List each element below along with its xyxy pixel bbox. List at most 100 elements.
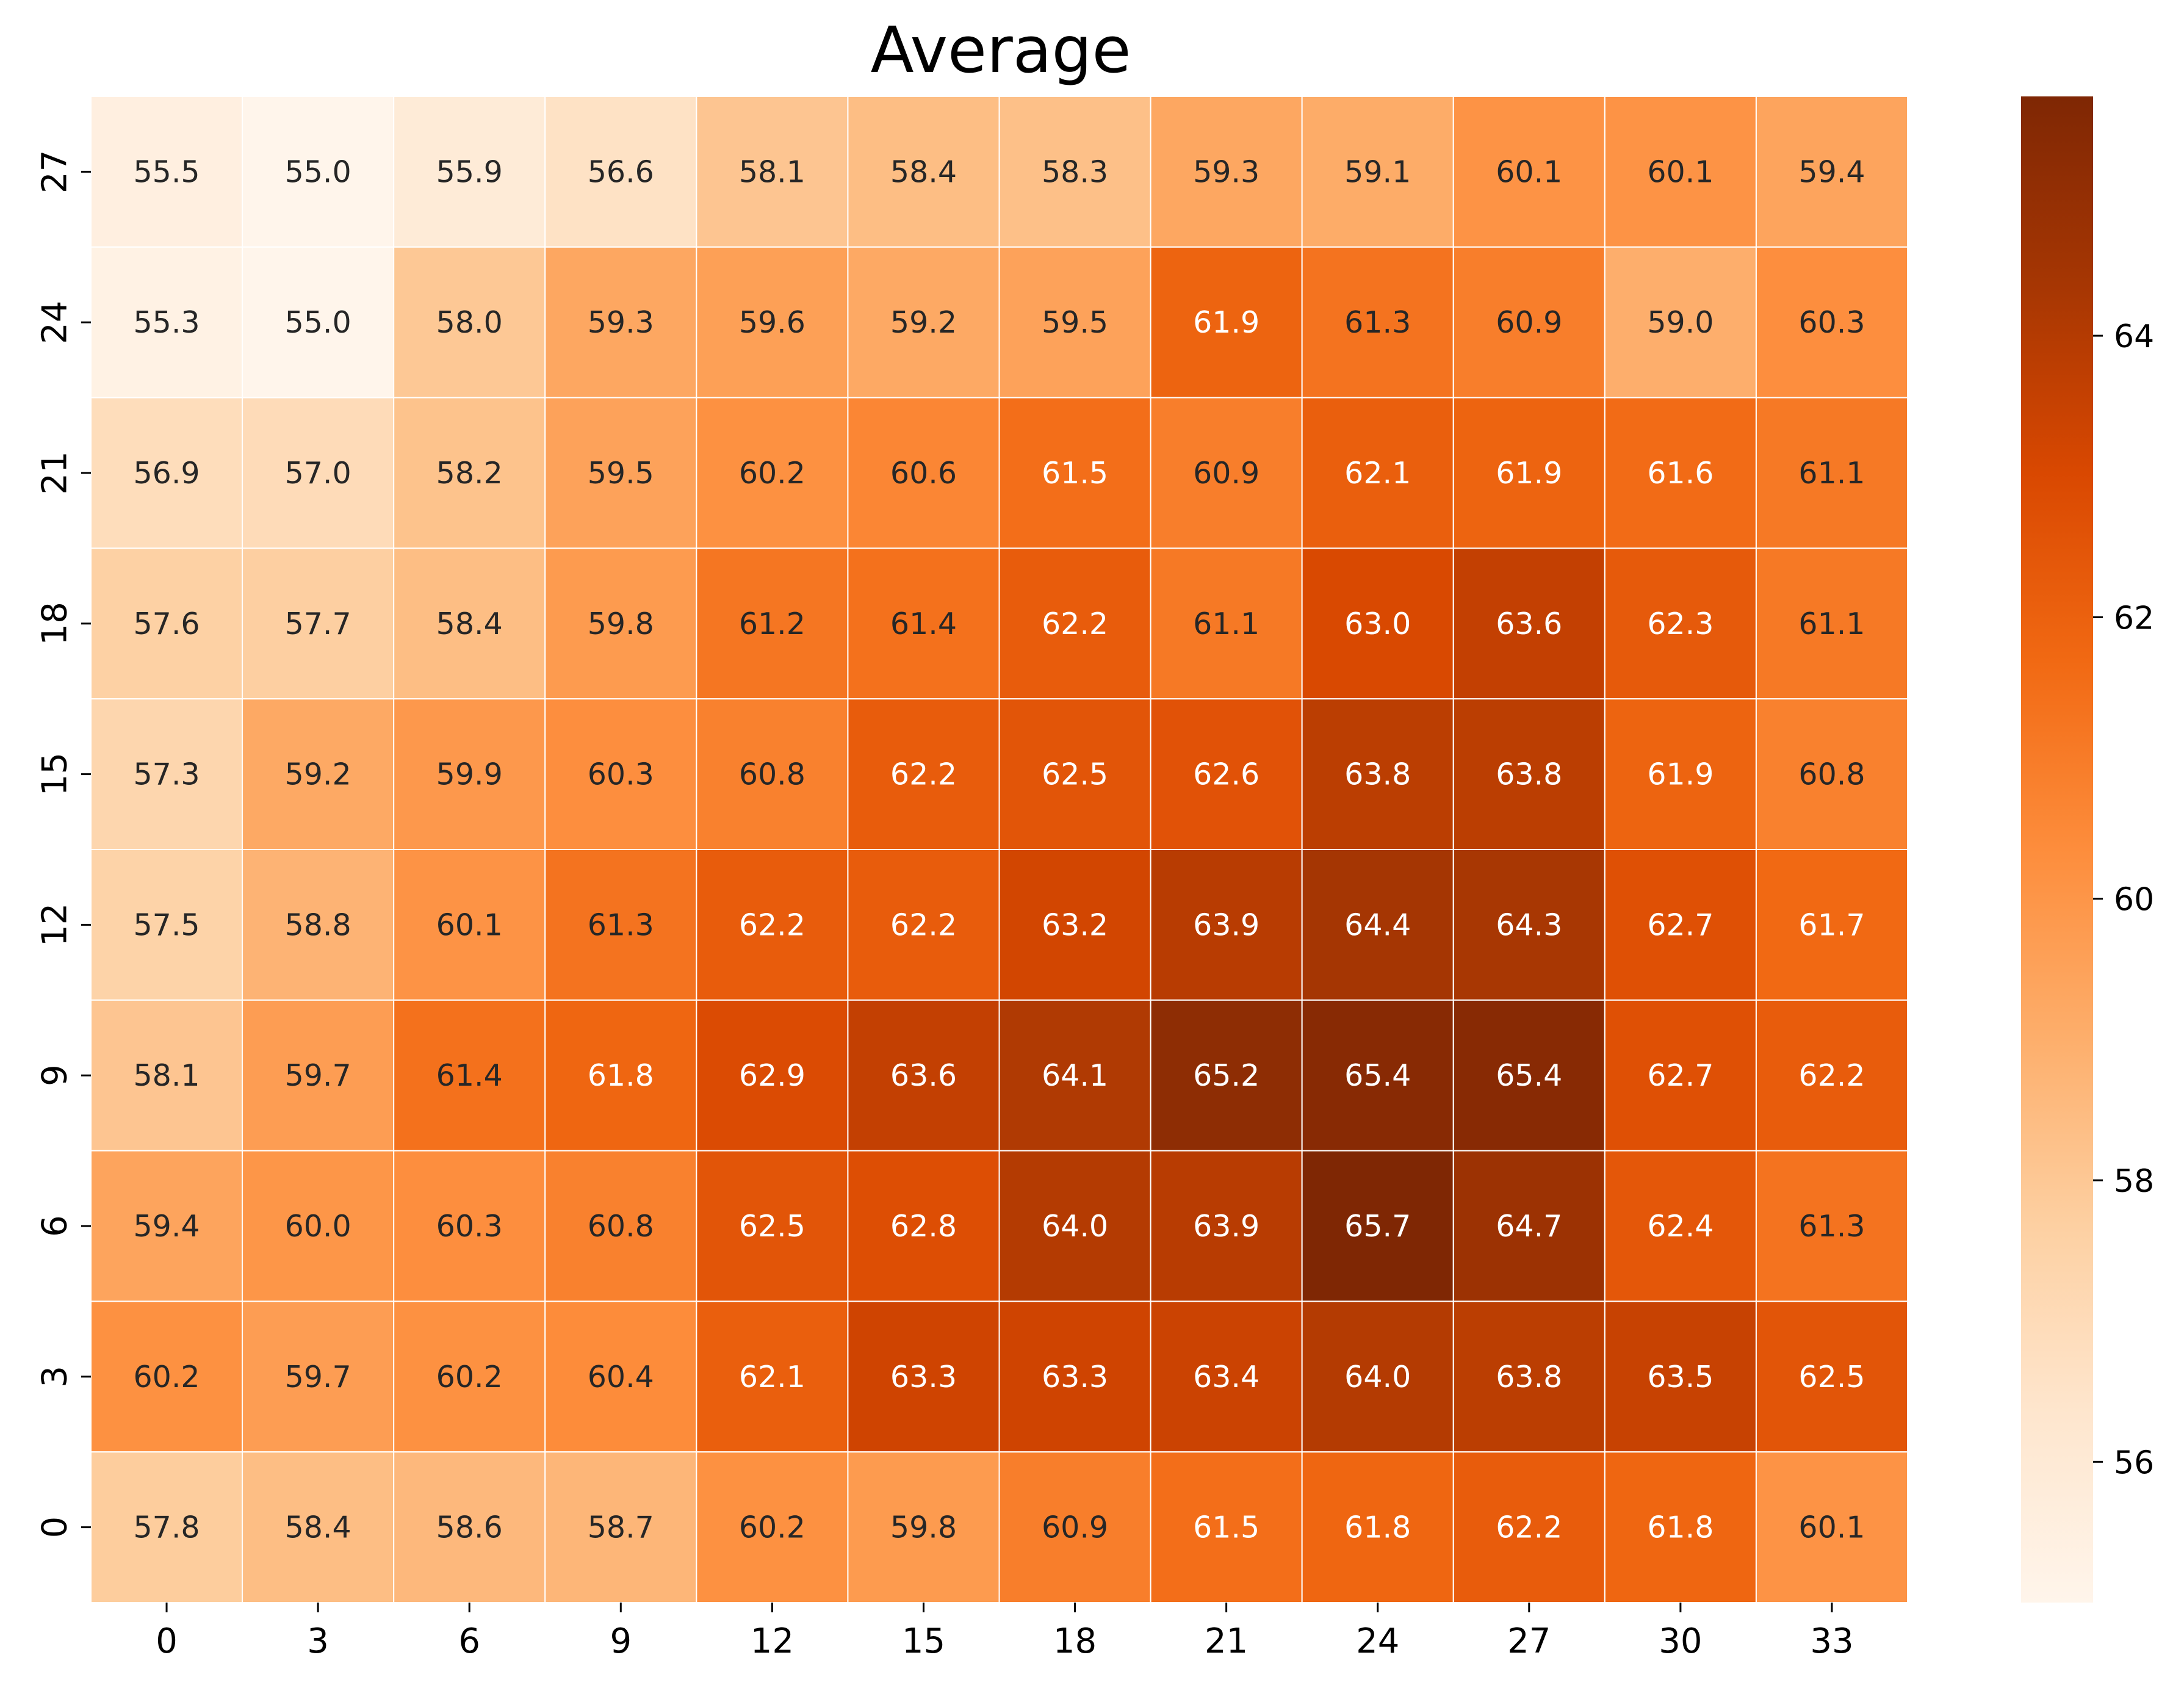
cell-value-label: 62.4 — [1647, 1209, 1714, 1244]
heatmap-cell — [242, 999, 395, 1152]
cell-value-label: 59.5 — [588, 456, 654, 491]
colorbar-tick-label: 56 — [2114, 1445, 2154, 1481]
cell-value-label: 63.9 — [1193, 907, 1260, 942]
cell-value-label: 60.2 — [739, 1510, 805, 1545]
heatmap-cell — [1150, 849, 1303, 1001]
cell-value-label: 60.9 — [1193, 456, 1260, 491]
heatmap-cell — [242, 246, 395, 399]
heatmap-cell — [544, 246, 697, 399]
heatmap-cell — [1452, 1150, 1606, 1302]
cell-value-label: 58.4 — [285, 1510, 351, 1545]
cell-value-label: 62.6 — [1193, 757, 1260, 792]
heatmap-cell — [393, 96, 546, 248]
cell-value-label: 61.3 — [588, 907, 654, 942]
cell-value-label: 59.7 — [285, 1058, 351, 1093]
x-tick-label: 0 — [156, 1621, 178, 1661]
cell-value-label: 59.8 — [890, 1510, 957, 1545]
heatmap-cell — [90, 547, 243, 700]
heatmap-cell — [847, 1300, 1000, 1453]
cell-value-label: 61.7 — [1798, 907, 1865, 942]
cell-value-label: 62.5 — [1042, 757, 1108, 792]
cell-value-label: 58.1 — [133, 1058, 200, 1093]
cell-value-label: 62.1 — [1344, 456, 1411, 491]
cell-value-label: 60.9 — [1496, 305, 1562, 340]
x-tick-label: 9 — [610, 1621, 632, 1661]
heatmap-cell — [1604, 397, 1757, 549]
y-tick-label: 21 — [35, 451, 75, 494]
heatmap-cell — [1150, 246, 1303, 399]
heatmap-cell — [1150, 1451, 1303, 1603]
cell-value-label: 55.5 — [133, 154, 200, 189]
y-tick-label: 18 — [35, 602, 75, 645]
heatmap-cell — [847, 1451, 1000, 1603]
cell-value-label: 62.5 — [739, 1209, 805, 1244]
cell-value-label: 58.7 — [588, 1510, 654, 1545]
cell-value-label: 60.3 — [436, 1209, 503, 1244]
heatmap-cell — [393, 1150, 546, 1302]
heatmap-cell — [242, 547, 395, 700]
y-axis: 27 24 21 18 15 12 9 6 3 0 — [35, 150, 91, 1538]
cell-value-label: 61.3 — [1798, 1209, 1865, 1244]
heatmap-cell — [1452, 96, 1606, 248]
heatmap-cell — [1301, 547, 1454, 700]
cell-value-label: 62.9 — [739, 1058, 805, 1093]
cell-value-label: 55.9 — [436, 154, 503, 189]
heatmap-cell — [1755, 547, 1909, 700]
cell-value-label: 63.3 — [1042, 1360, 1108, 1394]
cell-value-label: 60.8 — [739, 757, 805, 792]
heatmap-cell — [1301, 849, 1454, 1001]
heatmap-cell — [393, 397, 546, 549]
heatmap-cell — [1755, 1300, 1909, 1453]
x-tick-label: 27 — [1507, 1621, 1551, 1661]
heatmap-cell — [1452, 1451, 1606, 1603]
heatmap-cell — [1755, 999, 1909, 1152]
heatmap-cell — [847, 698, 1000, 850]
heatmap-cell — [1452, 999, 1606, 1152]
heatmap-cell — [544, 1451, 697, 1603]
colorbar-tick-label: 62 — [2114, 600, 2154, 637]
cell-value-label: 62.7 — [1647, 907, 1714, 942]
cell-value-label: 60.1 — [1647, 154, 1714, 189]
heatmap-cell — [1301, 698, 1454, 850]
heatmap-cell — [1604, 547, 1757, 700]
cell-value-label: 63.3 — [890, 1360, 957, 1394]
heatmap-cell — [847, 246, 1000, 399]
cell-value-label: 63.8 — [1496, 757, 1562, 792]
heatmap-cell — [90, 849, 243, 1001]
cell-value-label: 61.8 — [1647, 1510, 1714, 1545]
heatmap-cell — [544, 547, 697, 700]
cell-value-label: 64.3 — [1496, 907, 1562, 942]
heatmap-cell — [544, 1300, 697, 1453]
heatmap-cell — [998, 246, 1151, 399]
heatmap-cell — [544, 999, 697, 1152]
heatmap-cell — [242, 698, 395, 850]
cell-value-label: 62.2 — [1798, 1058, 1865, 1093]
cell-value-label: 60.1 — [1798, 1510, 1865, 1545]
heatmap-cell — [393, 547, 546, 700]
cell-value-label: 64.0 — [1042, 1209, 1108, 1244]
cell-value-label: 59.2 — [285, 757, 351, 792]
heatmap-cell — [998, 1150, 1151, 1302]
heatmap-cell — [847, 96, 1000, 248]
heatmap-cell — [998, 1300, 1151, 1453]
y-tick-label: 6 — [35, 1215, 75, 1237]
cell-value-label: 63.5 — [1647, 1360, 1714, 1394]
cell-value-label: 59.5 — [1042, 305, 1108, 340]
cell-value-label: 61.1 — [1798, 456, 1865, 491]
heatmap-cell — [1150, 1150, 1303, 1302]
heatmap-cell — [1604, 999, 1757, 1152]
cell-value-label: 55.3 — [133, 305, 200, 340]
heatmap-cell — [1604, 1150, 1757, 1302]
heatmap-cell — [1150, 698, 1303, 850]
cell-value-label: 59.3 — [1193, 154, 1260, 189]
heatmap-cell — [1755, 96, 1909, 248]
cell-value-label: 62.2 — [1042, 607, 1108, 641]
cell-value-label: 57.7 — [285, 607, 351, 641]
cell-value-label: 57.8 — [133, 1510, 200, 1545]
cell-value-label: 60.9 — [1042, 1510, 1108, 1545]
cell-value-label: 60.2 — [436, 1360, 503, 1394]
cell-value-label: 58.0 — [436, 305, 503, 340]
heatmap-cell — [393, 1451, 546, 1603]
cell-value-label: 61.5 — [1193, 1510, 1260, 1545]
